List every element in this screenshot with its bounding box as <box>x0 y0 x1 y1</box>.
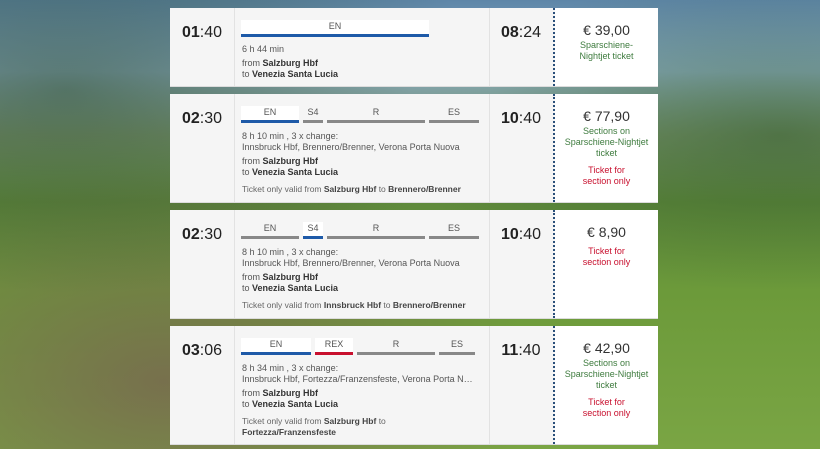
price-column[interactable]: € 39,00 Sparschiene-Nightjet ticket <box>555 8 658 86</box>
connection-card[interactable]: 01:40 EN 6 h 44 min from Salzburg Hbf to… <box>170 8 658 87</box>
train-leg: S4 <box>303 106 323 123</box>
departure-time: 03:06 <box>181 342 223 359</box>
arrival-time: 08:24 <box>500 24 542 41</box>
price-column[interactable]: € 77,90 Sections on Sparschiene-Nightjet… <box>555 94 658 202</box>
to-line: to Venezia Santa Lucia <box>242 399 339 409</box>
price: € 42,90 <box>583 340 630 356</box>
train-leg: REX <box>315 338 353 355</box>
departure-column: 03:06 <box>170 326 234 444</box>
price: € 8,90 <box>587 224 626 240</box>
from-line: from Salzburg Hbf <box>242 272 319 282</box>
duration-changes: 8 h 10 min , 3 x change: <box>242 131 339 141</box>
train-leg: EN <box>241 106 299 123</box>
ticket-validity: Ticket only valid from Salzburg Hbf to B… <box>242 184 461 194</box>
ticket-validity: Ticket only valid from Salzburg Hbf to F… <box>242 416 386 437</box>
arrival-column: 10:40 <box>489 210 555 318</box>
arrival-column: 11:40 <box>489 326 555 444</box>
route-column: EN S4 R ES 8 h 10 min , 3 x change: Inns… <box>234 94 490 202</box>
train-legs: EN <box>241 20 429 37</box>
train-leg: EN <box>241 338 311 355</box>
connection-card[interactable]: 02:30 EN S4 R ES 8 h 10 min , 3 x change… <box>170 94 658 203</box>
price-warning: Ticket for section only <box>582 246 631 267</box>
arrival-time: 11:40 <box>501 342 541 359</box>
train-leg: R <box>357 338 435 355</box>
via-stations: Innsbruck Hbf, Brennero/Brenner, Verona … <box>242 142 460 152</box>
price-column[interactable]: € 8,90 Ticket for section only <box>555 210 658 318</box>
train-legs: EN REX R ES <box>241 338 475 355</box>
train-leg: ES <box>429 106 479 123</box>
price-warning: Ticket for section only <box>582 397 631 418</box>
price-warning: Ticket for section only <box>582 165 631 186</box>
departure-time: 01:40 <box>181 24 223 41</box>
duration-changes: 8 h 34 min , 3 x change: <box>242 363 339 373</box>
connection-card[interactable]: 03:06 EN REX R ES 8 h 34 min , 3 x chang… <box>170 326 658 445</box>
train-legs: EN S4 R ES <box>241 222 479 239</box>
departure-column: 01:40 <box>170 8 234 86</box>
train-leg: EN <box>241 20 429 37</box>
from-line: from Salzburg Hbf <box>242 156 319 166</box>
route-column: EN REX R ES 8 h 34 min , 3 x change: Inn… <box>234 326 490 444</box>
train-leg: ES <box>429 222 479 239</box>
arrival-column: 08:24 <box>489 8 555 86</box>
price-note: Sections on Sparschiene-Nightjet ticket <box>564 126 649 158</box>
arrival-time: 10:40 <box>500 226 542 243</box>
price: € 39,00 <box>583 22 630 38</box>
train-leg: EN <box>241 222 299 239</box>
duration: 6 h 44 min <box>242 44 285 54</box>
price-note: Sparschiene-Nightjet ticket <box>579 40 634 61</box>
arrival-column: 10:40 <box>489 94 555 202</box>
ticket-validity: Ticket only valid from Innsbruck Hbf to … <box>242 300 466 310</box>
to-line: to Venezia Santa Lucia <box>242 283 339 293</box>
departure-column: 02:30 <box>170 210 234 318</box>
to-line: to Venezia Santa Lucia <box>242 167 339 177</box>
route-info: 8 h 34 min , 3 x change: Innsbruck Hbf, … <box>242 363 473 410</box>
from-line: from Salzburg Hbf <box>242 388 319 398</box>
duration-changes: 8 h 10 min , 3 x change: <box>242 247 339 257</box>
train-leg: S4 <box>303 222 323 239</box>
price: € 77,90 <box>583 108 630 124</box>
train-leg: ES <box>439 338 475 355</box>
via-stations: Innsbruck Hbf, Brennero/Brenner, Verona … <box>242 258 460 268</box>
route-info: 8 h 10 min , 3 x change: Innsbruck Hbf, … <box>242 131 460 178</box>
price-note: Sections on Sparschiene-Nightjet ticket <box>564 358 649 390</box>
route-column: EN S4 R ES 8 h 10 min , 3 x change: Inns… <box>234 210 490 318</box>
price-column[interactable]: € 42,90 Sections on Sparschiene-Nightjet… <box>555 326 658 444</box>
train-legs: EN S4 R ES <box>241 106 479 123</box>
train-leg: R <box>327 222 425 239</box>
route-info: 8 h 10 min , 3 x change: Innsbruck Hbf, … <box>242 247 460 294</box>
connection-card[interactable]: 02:30 EN S4 R ES 8 h 10 min , 3 x change… <box>170 210 658 319</box>
departure-time: 02:30 <box>181 226 223 243</box>
to-line: to Venezia Santa Lucia <box>242 69 339 79</box>
train-leg: R <box>327 106 425 123</box>
from-line: from Salzburg Hbf <box>242 58 319 68</box>
arrival-time: 10:40 <box>500 110 542 127</box>
route-column: EN 6 h 44 min from Salzburg Hbf to Venez… <box>234 8 490 86</box>
departure-column: 02:30 <box>170 94 234 202</box>
route-info: 6 h 44 min from Salzburg Hbf to Venezia … <box>242 44 338 80</box>
departure-time: 02:30 <box>181 110 223 127</box>
via-stations: Innsbruck Hbf, Fortezza/Franzensfeste, V… <box>242 374 473 384</box>
